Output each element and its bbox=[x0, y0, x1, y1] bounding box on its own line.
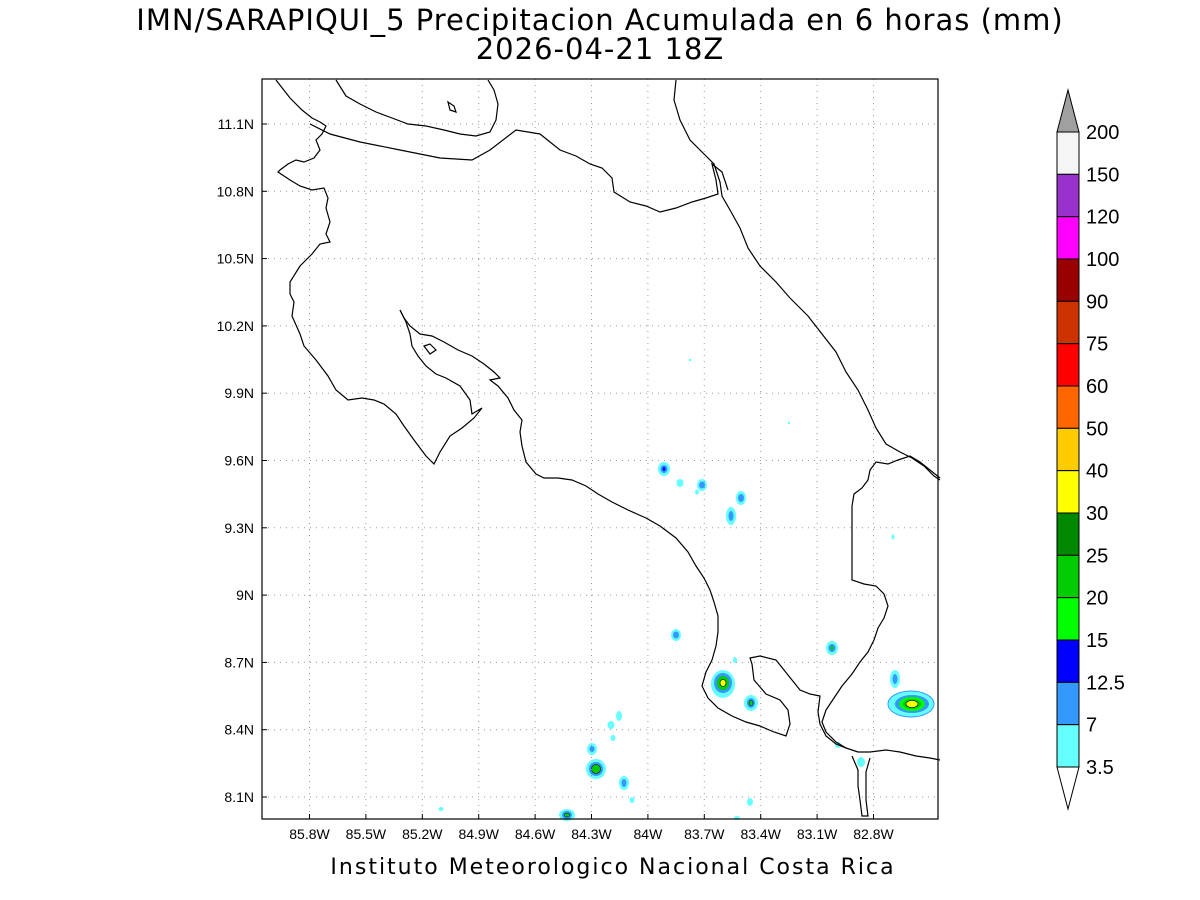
lat-tick-label: 9.3N bbox=[224, 520, 254, 536]
lat-tick-label: 8.7N bbox=[224, 654, 254, 670]
colorbar-level-label: 50 bbox=[1086, 418, 1108, 440]
colorbar-swatch bbox=[1056, 385, 1080, 429]
rain-cell bbox=[736, 491, 746, 505]
precipitation-field bbox=[438, 358, 935, 821]
map-grid bbox=[262, 79, 938, 819]
lon-tick-label: 85.2W bbox=[402, 826, 443, 842]
rain-cell bbox=[726, 507, 736, 525]
lon-tick-label: 84.6W bbox=[515, 826, 556, 842]
lon-tick-label: 84.9W bbox=[458, 826, 499, 842]
rain-cell bbox=[658, 462, 670, 476]
lon-tick-label: 85.5W bbox=[346, 826, 387, 842]
rain-cell bbox=[697, 479, 707, 491]
colorbar-swatch bbox=[1056, 597, 1080, 641]
lat-tick-label: 10.5N bbox=[217, 251, 254, 267]
lon-tick-label: 83.7W bbox=[684, 826, 725, 842]
lon-tick-label: 83.1W bbox=[797, 826, 838, 842]
colorbar-swatch bbox=[1056, 131, 1080, 175]
longitude-ticks: 85.8W 85.5W 85.2W 84.9W 84.6W 84.3W 84W 83.7W 83… bbox=[289, 814, 895, 842]
lat-tick-label: 9N bbox=[236, 587, 254, 603]
coastline bbox=[275, 79, 941, 817]
colorbar-swatch bbox=[1056, 258, 1080, 302]
colorbar-swatch bbox=[1056, 681, 1080, 726]
rain-cell bbox=[676, 479, 684, 487]
rain-cell bbox=[826, 641, 838, 655]
colorbar-level-label: 100 bbox=[1086, 249, 1119, 271]
colorbar-level-label: 60 bbox=[1086, 376, 1108, 398]
colorbar-swatch bbox=[1056, 427, 1080, 472]
colorbar-level-label: 75 bbox=[1086, 334, 1108, 356]
colorbar-level-label: 120 bbox=[1086, 207, 1119, 229]
credit-text: Instituto Meteorologico Nacional Costa R… bbox=[330, 855, 896, 880]
colorbar-level-label: 40 bbox=[1086, 461, 1108, 483]
colorbar-swatch bbox=[1056, 216, 1080, 260]
colorbar-swatch bbox=[1056, 343, 1080, 387]
colorbar-level-label: 200 bbox=[1086, 122, 1119, 144]
colorbar-level-label: 7 bbox=[1086, 715, 1097, 737]
lon-tick-label: 82.8W bbox=[853, 826, 894, 842]
lat-tick-label: 10.2N bbox=[217, 318, 254, 334]
rain-cell bbox=[744, 695, 758, 711]
rain-cell bbox=[587, 743, 597, 755]
rain-cell bbox=[438, 358, 895, 820]
lat-tick-label: 8.1N bbox=[224, 789, 254, 805]
colorbar-level-label: 30 bbox=[1086, 503, 1108, 525]
colorbar-swatch bbox=[1056, 512, 1080, 556]
lat-tick-label: 9.9N bbox=[224, 385, 254, 401]
colorbar-level-label: 15 bbox=[1086, 630, 1108, 652]
lon-tick-label: 83.4W bbox=[740, 826, 781, 842]
rain-cell bbox=[619, 776, 629, 790]
map-title: IMN/SARAPIQUI_5 Precipitacion Acumulada … bbox=[136, 3, 1064, 37]
latitude-ticks: 11.1N 10.8N 10.5N 10.2N 9.9N 9.6N 9.3N 9N 8.7N 8.… bbox=[217, 116, 267, 805]
colorbar-level-label: 150 bbox=[1086, 164, 1119, 186]
colorbar-level-label: 25 bbox=[1086, 545, 1108, 567]
rain-cell bbox=[887, 690, 935, 718]
colorbar-under-arrow bbox=[1056, 766, 1080, 811]
lat-tick-label: 10.8N bbox=[217, 183, 254, 199]
lat-tick-label: 9.6N bbox=[224, 453, 254, 469]
colorbar-over-arrow bbox=[1056, 88, 1080, 133]
rain-cell bbox=[607, 711, 622, 741]
colorbar-swatch bbox=[1056, 724, 1080, 768]
rain-cell bbox=[711, 670, 735, 698]
rain-cell bbox=[671, 629, 681, 641]
colorbar-level-label: 3.5 bbox=[1086, 757, 1114, 779]
colorbar-swatch bbox=[1056, 639, 1080, 683]
colorbar-swatch bbox=[1056, 470, 1080, 514]
lat-tick-label: 11.1N bbox=[218, 116, 254, 132]
colorbar-swatch bbox=[1056, 173, 1080, 218]
lon-tick-label: 84.3W bbox=[571, 826, 612, 842]
lon-tick-label: 85.8W bbox=[289, 826, 330, 842]
rain-cell bbox=[586, 759, 606, 779]
rain-cell bbox=[890, 670, 900, 688]
map-subtitle: 2026-04-21 18Z bbox=[475, 32, 725, 66]
colorbar-level-label: 20 bbox=[1086, 588, 1108, 610]
lon-tick-label: 84W bbox=[634, 826, 664, 842]
colorbar: 200 150 120 100 90 75 60 50 40 30 25 20 15 12.5 7 3.5 bbox=[1056, 88, 1125, 811]
colorbar-swatch bbox=[1056, 554, 1080, 599]
colorbar-swatch bbox=[1056, 300, 1080, 345]
rain-cell bbox=[559, 809, 575, 821]
colorbar-level-label: 90 bbox=[1086, 291, 1108, 313]
map-frame bbox=[261, 78, 939, 820]
lat-tick-label: 8.4N bbox=[224, 722, 254, 738]
colorbar-level-label: 12.5 bbox=[1086, 672, 1125, 694]
